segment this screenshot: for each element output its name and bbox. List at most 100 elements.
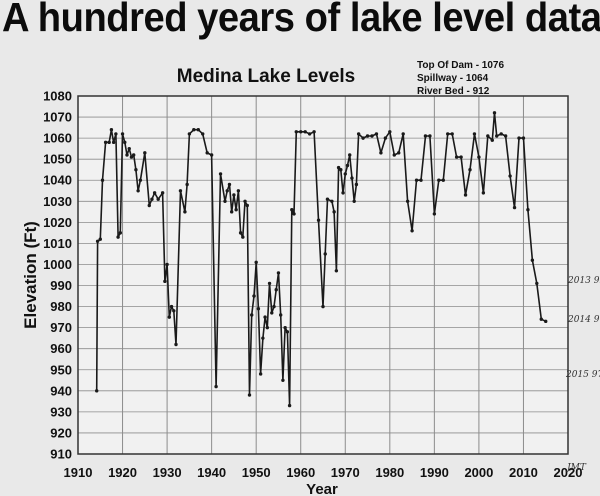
data-point <box>292 212 296 216</box>
y-tick-label: 1000 <box>43 257 72 272</box>
data-point <box>459 155 463 159</box>
data-point <box>103 140 108 145</box>
data-point <box>321 304 325 309</box>
data-point <box>187 132 192 136</box>
y-tick-label: 960 <box>50 341 72 356</box>
data-point <box>163 279 167 284</box>
data-point <box>232 193 236 197</box>
data-point <box>118 231 123 235</box>
data-point <box>156 197 160 201</box>
data-point <box>236 189 241 193</box>
x-tick-label: 2020 <box>554 465 583 480</box>
data-point <box>201 132 205 136</box>
data-point <box>365 134 370 138</box>
data-point <box>270 311 274 315</box>
data-point <box>348 153 352 157</box>
data-point <box>307 132 312 136</box>
data-point <box>136 189 140 193</box>
data-points <box>95 111 548 408</box>
plot-border <box>77 95 569 455</box>
data-point <box>234 208 238 212</box>
x-tick-label: 1920 <box>108 465 137 480</box>
data-point <box>250 313 254 317</box>
y-tick-label: 1010 <box>43 236 72 251</box>
data-point <box>477 155 481 159</box>
data-point <box>185 182 189 187</box>
data-point <box>254 260 258 265</box>
data-point <box>323 252 327 256</box>
data-point <box>258 372 263 376</box>
x-tick-label: 2000 <box>464 465 493 480</box>
y-tick-labels: 910 920 930 940 950 960 970 980 990 1000 1010 1020 1… <box>43 89 72 462</box>
data-point <box>95 239 100 244</box>
data-point <box>352 199 356 203</box>
data-point <box>361 136 365 140</box>
data-point <box>150 197 154 201</box>
data-point <box>174 342 178 347</box>
data-point <box>238 231 243 235</box>
data-point <box>167 315 172 319</box>
data-point <box>332 210 336 214</box>
data-point <box>247 393 252 397</box>
data-point <box>261 336 265 340</box>
y-tick-label: 1050 <box>43 152 72 167</box>
data-point <box>299 130 303 134</box>
data-point <box>109 127 114 132</box>
y-tick-label: 920 <box>50 425 72 440</box>
data-point <box>265 325 270 330</box>
handwritten-note-2015: 2015 974 <box>565 370 600 380</box>
data-point <box>165 262 169 267</box>
plot-area <box>78 96 568 454</box>
data-point <box>343 172 347 176</box>
x-tick-labels: 1910 1920 1930 1940 1950 1960 1970 1980 1990 2000… <box>64 465 583 480</box>
data-point <box>111 140 116 145</box>
data-point <box>419 178 423 182</box>
data-point <box>423 134 428 138</box>
data-point <box>143 151 147 155</box>
data-point <box>383 136 388 140</box>
x-tick-label: 1980 <box>375 465 404 480</box>
dam-annotations: Top Of Dam - 1076 Spillway - 1064 River … <box>417 60 504 97</box>
data-point <box>205 151 209 155</box>
annotation-spillway: Spillway - 1064 <box>417 73 489 84</box>
data-point <box>229 210 234 214</box>
data-point <box>178 189 183 193</box>
x-tick-label: 1910 <box>64 465 93 480</box>
data-point <box>490 138 494 142</box>
data-point <box>243 199 247 203</box>
data-point <box>120 132 125 136</box>
headline: A hundred years of lake level data <box>2 0 600 40</box>
chart-title: Medina Lake Levels <box>177 66 355 87</box>
data-point <box>267 281 272 286</box>
data-point <box>481 191 486 195</box>
data-point <box>370 134 374 138</box>
y-tick-label: 1020 <box>43 215 72 230</box>
handwritten-note-2014: 2014 976 <box>567 315 600 325</box>
data-point <box>287 403 292 408</box>
data-point <box>283 325 287 330</box>
data-point <box>100 178 105 182</box>
annotation-river-bed: River Bed - 912 <box>417 86 490 97</box>
data-point <box>316 218 321 222</box>
data-point <box>276 271 281 275</box>
data-point <box>446 132 450 136</box>
data-point <box>521 136 526 140</box>
data-point <box>432 212 437 216</box>
data-point <box>530 258 535 262</box>
data-point <box>183 210 187 214</box>
data-point <box>410 229 414 233</box>
data-point <box>450 132 454 136</box>
data-point <box>225 189 229 193</box>
data-point <box>192 127 196 132</box>
y-tick-label: 1040 <box>43 173 72 188</box>
data-point <box>544 319 548 324</box>
data-point <box>535 281 539 286</box>
y-axis-label: Elevation (Ft) <box>21 221 40 329</box>
y-tick-label: 1060 <box>43 131 72 146</box>
data-point <box>172 309 176 313</box>
data-point <box>350 176 354 180</box>
data-point <box>263 315 267 319</box>
data-point <box>169 304 174 309</box>
y-tick-label: 1030 <box>43 194 72 209</box>
